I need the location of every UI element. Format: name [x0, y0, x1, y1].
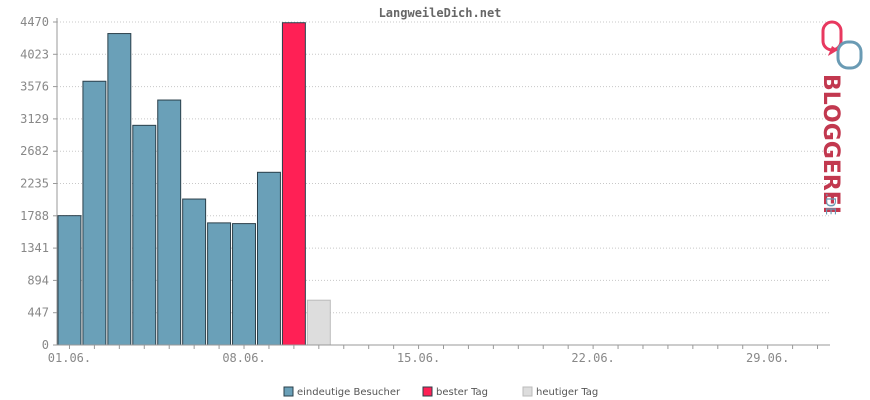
legend-swatch [422, 386, 433, 397]
y-tick-label: 1341 [20, 241, 49, 255]
bar [132, 124, 157, 346]
bloggerei-logo[interactable]: BLOGGEREI .DE [818, 20, 863, 215]
y-tick-label: 4470 [20, 15, 49, 29]
legend-label: eindeutige Besucher [297, 387, 401, 398]
bar [281, 22, 306, 346]
y-axis-ticks: 0 447 894 1341 1788 2235 2682 3129 3576 4023 4470 [20, 15, 57, 352]
bar [82, 80, 107, 346]
bars [57, 22, 331, 346]
x-tick-label: 22.06. [571, 351, 614, 365]
y-tick-label: 2235 [20, 177, 49, 191]
logo-brand-text: BLOGGEREI [818, 74, 843, 214]
bar [157, 99, 182, 346]
x-tick-label: 15.06. [397, 351, 440, 365]
legend-label: heutiger Tag [536, 387, 598, 398]
legend: eindeutige Besucher bester Tag heutiger Ta… [283, 386, 598, 398]
logo-chat-icon [821, 20, 863, 70]
y-tick-label: 0 [42, 338, 49, 352]
x-axis-ticks: 01.06. 08.06. 15.06. 22.06. 29.06. [48, 345, 819, 365]
bar [232, 223, 256, 346]
legend-label: bester Tag [436, 387, 488, 398]
chart-title: LangweileDich.net [379, 6, 502, 20]
y-tick-label: 4023 [20, 47, 49, 61]
y-tick-label: 894 [27, 273, 49, 287]
y-tick-label: 3129 [20, 112, 49, 126]
bar [207, 222, 232, 346]
bar [256, 171, 281, 346]
x-tick-label: 29.06. [746, 351, 789, 365]
x-tick-label: 01.06. [48, 351, 91, 365]
y-tick-label: 2682 [20, 144, 49, 158]
bar [306, 299, 331, 346]
bar [57, 215, 82, 346]
y-tick-label: 447 [27, 306, 49, 320]
y-tick-label: 1788 [20, 209, 49, 223]
legend-swatch [283, 386, 294, 397]
bar [107, 33, 132, 346]
y-tick-label: 3576 [20, 80, 49, 94]
logo-tld-text: .DE [822, 193, 837, 215]
bar [182, 198, 207, 346]
x-tick-label: 08.06. [222, 351, 265, 365]
legend-swatch [522, 386, 533, 397]
